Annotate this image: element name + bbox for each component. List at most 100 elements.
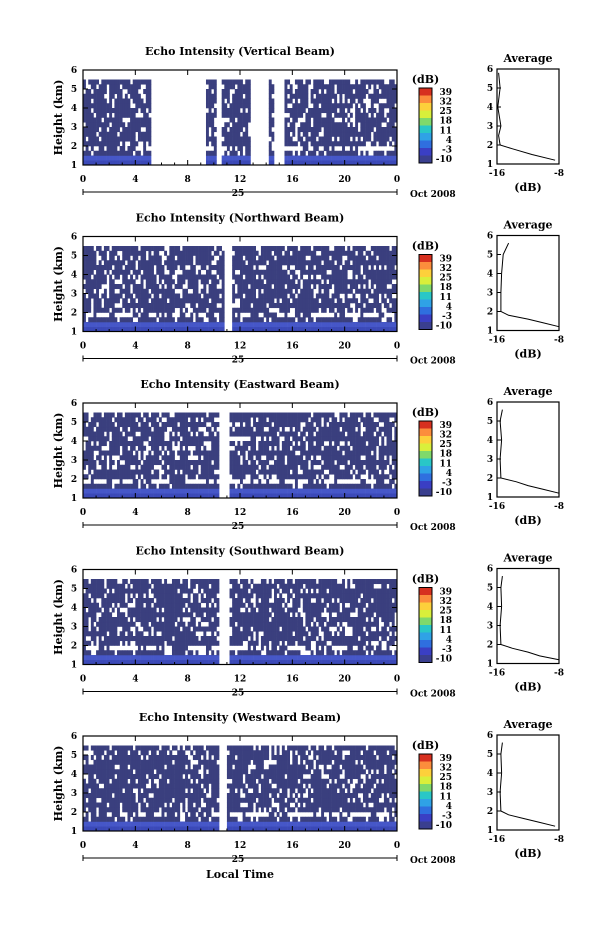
heatmap-cell (389, 155, 393, 161)
heatmap-cell (221, 127, 225, 133)
heatmap-cell (383, 431, 387, 437)
heatmap-cell (111, 436, 115, 442)
heatmap-cell (158, 303, 162, 309)
heatmap-cell (336, 483, 340, 489)
heatmap-cell (226, 160, 230, 166)
heatmap-cell (355, 288, 359, 294)
heatmap-cell (328, 108, 332, 114)
heatmap-cell (203, 250, 207, 256)
colorbar-tick-label: 32 (439, 98, 452, 108)
heatmap-cell (373, 488, 377, 494)
heatmap-cell (114, 426, 118, 432)
heatmap-cell (360, 436, 364, 442)
heatmap-cell (234, 141, 238, 147)
heatmap-cell (344, 122, 348, 128)
heatmap-cell (368, 326, 372, 332)
heatmap-cell (219, 317, 222, 323)
heatmap-cell (260, 279, 264, 285)
heatmap-cell (85, 98, 89, 104)
heatmap-cell (279, 422, 283, 428)
heatmap-cell (111, 122, 115, 128)
heatmap-cell (247, 469, 251, 475)
heatmap-cell (232, 288, 236, 294)
heatmap-cell (328, 274, 332, 280)
heatmap-cell (355, 284, 359, 290)
heatmap-cell (114, 450, 118, 456)
heatmap-cell (347, 265, 351, 271)
heatmap-cell (122, 141, 126, 147)
heatmap-cell (143, 422, 147, 428)
heatmap-cell (247, 265, 251, 271)
heatmap-cell (85, 598, 89, 604)
heatmap-cell (145, 246, 149, 252)
heatmap-cell (179, 493, 183, 499)
heatmap-cell (383, 474, 387, 480)
heatmap-cell (271, 322, 275, 328)
heatmap-cell (182, 303, 186, 309)
heatmap-cell (169, 445, 173, 451)
heatmap-cell (300, 303, 304, 309)
heatmap-cell (226, 155, 230, 161)
heatmap-cell (106, 417, 110, 423)
heatmap-cell (158, 274, 162, 280)
heatmap-cell (381, 150, 385, 156)
heatmap-cell (284, 160, 288, 166)
heatmap-cell (135, 483, 139, 489)
heatmap-cell (323, 412, 327, 418)
heatmap-cell (190, 317, 194, 323)
heatmap-cell (119, 422, 123, 428)
heatmap-cell (255, 431, 259, 437)
heatmap-cell (153, 288, 157, 294)
heatmap-cell (300, 293, 304, 299)
heatmap-cell (300, 464, 304, 470)
heatmap-cell (224, 89, 228, 95)
colorbar-tick-label: 18 (439, 450, 452, 460)
heatmap-cell (237, 483, 241, 489)
heatmap-cell (258, 417, 262, 423)
heatmap-cell (229, 450, 233, 456)
heatmap-cell (294, 303, 298, 309)
heatmap-cell (245, 483, 249, 489)
heatmap-cell (310, 255, 314, 261)
heatmap-cell (106, 469, 110, 475)
heatmap-cell (88, 122, 92, 128)
heatmap-cell (101, 250, 105, 256)
heatmap-cell (245, 136, 249, 142)
heatmap-cell (242, 131, 246, 137)
heatmap-cell (331, 79, 335, 85)
heatmap-cell (101, 593, 105, 599)
heatmap-cell (179, 455, 183, 461)
heatmap-cell (205, 326, 209, 332)
heatmap-cell (326, 426, 330, 432)
heatmap-cell (305, 141, 309, 147)
heatmap-cell (292, 431, 296, 437)
heatmap-cell (378, 108, 382, 114)
heatmap-cell (318, 322, 322, 328)
heatmap-cell (185, 455, 188, 461)
heatmap-cell (339, 269, 343, 275)
heatmap-cell (179, 298, 183, 304)
heatmap-cell (127, 493, 131, 499)
heatmap-cell (169, 284, 173, 290)
heatmap-cell (347, 127, 351, 133)
heatmap-cell (111, 89, 115, 95)
heatmap-cell (90, 288, 94, 294)
heatmap-cell (308, 479, 311, 485)
heatmap-cell (365, 136, 369, 142)
heatmap-cell (271, 455, 275, 461)
heatmap-cell (342, 150, 345, 156)
heatmap-cell (88, 650, 92, 656)
heatmap-cell (268, 103, 272, 109)
heatmap-cell (242, 298, 246, 304)
heatmap-cell (381, 426, 385, 432)
heatmap-cell (98, 659, 102, 665)
heatmap-cell (391, 274, 395, 280)
heatmap-cell (132, 127, 136, 133)
heatmap-cell (310, 155, 314, 161)
heatmap-cell (96, 650, 99, 656)
heatmap-cell (310, 150, 314, 156)
heatmap-cell (200, 246, 204, 252)
heatmap-cell (221, 312, 225, 318)
heatmap-cell (391, 307, 395, 313)
